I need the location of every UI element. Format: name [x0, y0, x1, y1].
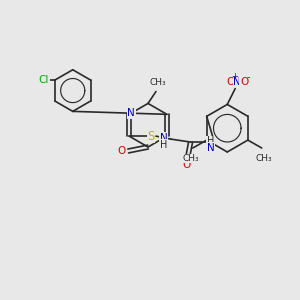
Text: O: O — [117, 146, 125, 156]
Text: -: - — [246, 72, 250, 82]
Text: N: N — [206, 143, 214, 153]
Text: O: O — [226, 76, 234, 87]
Text: CH₃: CH₃ — [182, 154, 199, 163]
Text: N: N — [233, 76, 241, 87]
Text: CH₃: CH₃ — [255, 154, 272, 163]
Text: O: O — [240, 76, 248, 87]
Text: S: S — [147, 130, 155, 142]
Text: +: + — [231, 72, 238, 81]
Text: CH₃: CH₃ — [150, 78, 166, 87]
Text: H: H — [207, 136, 214, 146]
Text: N: N — [127, 108, 135, 118]
Text: Cl: Cl — [39, 75, 49, 85]
Text: N: N — [160, 133, 168, 143]
Text: O: O — [182, 160, 191, 170]
Text: H: H — [160, 140, 168, 150]
